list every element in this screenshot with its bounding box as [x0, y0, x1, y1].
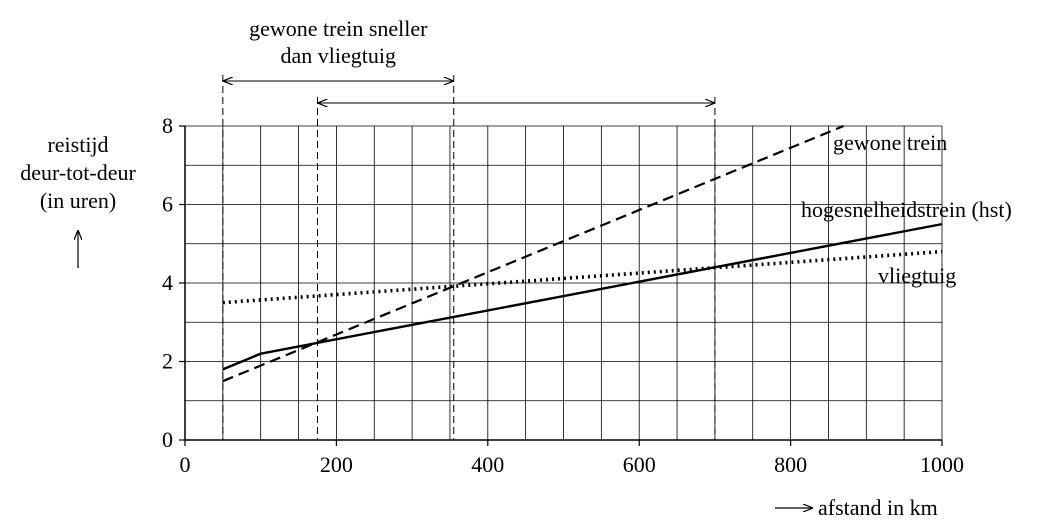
- y-tick-label: 0: [162, 427, 173, 452]
- axes: 0 200 400 600 800 1000 0 2 4 6 8: [162, 113, 964, 477]
- x-tick-label: 400: [471, 452, 504, 477]
- series-label: gewone trein: [833, 130, 947, 155]
- grid: [185, 125, 943, 440]
- y-tick-label: 6: [162, 192, 173, 217]
- series-line-gewone-trein: [222, 124, 845, 383]
- annotation-text: dan vliegtuig: [281, 43, 396, 68]
- y-tick-label: 8: [162, 113, 173, 138]
- x-axis-label: afstand in km: [818, 495, 938, 520]
- series-label: vliegtuig: [878, 263, 956, 288]
- y-tick-label: 2: [162, 349, 173, 374]
- series-line-vliegtuig: [222, 249, 943, 305]
- series-layer: [222, 124, 943, 383]
- x-tick-label: 0: [180, 452, 191, 477]
- y-axis-label: deur-tot-deur: [20, 160, 136, 185]
- label-layer: reistijd deur-tot-deur (in uren) afstand in…: [20, 130, 1012, 520]
- series-label: hogesnelheidstrein (hst): [801, 197, 1012, 222]
- x-tick-label: 800: [774, 452, 807, 477]
- x-tick-label: 200: [320, 452, 353, 477]
- y-axis-label: (in uren): [40, 188, 116, 213]
- annotation-text: gewone trein sneller: [249, 16, 428, 41]
- x-tick-label: 600: [623, 452, 656, 477]
- y-tick-label: 4: [162, 270, 173, 295]
- x-tick-label: 1000: [920, 452, 964, 477]
- y-axis-label: reistijd: [47, 132, 108, 157]
